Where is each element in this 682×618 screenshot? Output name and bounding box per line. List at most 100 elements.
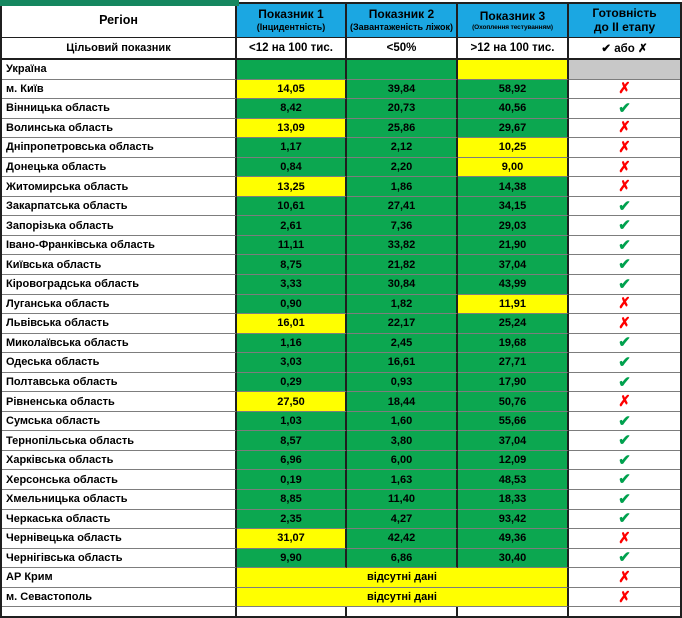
check-icon: ✔ (618, 451, 631, 469)
region-cell: Київська область (2, 255, 237, 276)
region-cell: АР Крим (2, 568, 237, 588)
value-cell: 3,33 (237, 275, 347, 295)
value-cell: 0,19 (237, 470, 347, 491)
column-header-indicator-1: Показник 1 (Інцидентність) (237, 4, 347, 38)
empty-filler-cell (237, 607, 347, 616)
value-cell: 13,09 (237, 118, 347, 139)
readiness-cell: ✔ (569, 470, 680, 491)
value-cell: 27,71 (458, 353, 569, 373)
readiness-cell: ✗ (569, 79, 680, 100)
value-cell: 11,91 (458, 294, 569, 315)
value-cell: 16,61 (347, 353, 458, 373)
value-cell: 1,03 (237, 411, 347, 432)
region-cell: Запорізька область (2, 216, 237, 236)
readiness-cell: ✔ (569, 411, 680, 432)
readiness-cell: ✗ (569, 392, 680, 412)
value-cell: 22,17 (347, 314, 458, 334)
value-cell: 40,56 (458, 99, 569, 119)
value-cell: 29,67 (458, 118, 569, 139)
region-cell: Волинська область (2, 118, 237, 139)
value-cell: 21,82 (347, 255, 458, 276)
region-cell: Вінницька область (2, 99, 237, 119)
region-cell: Тернопільська область (2, 431, 237, 451)
value-cell: 10,25 (458, 138, 569, 158)
check-icon: ✔ (618, 334, 631, 352)
value-cell: 2,20 (347, 157, 458, 178)
readiness-cell: ✗ (569, 177, 680, 197)
value-cell: 0,90 (237, 294, 347, 315)
cross-icon: ✗ (618, 529, 631, 547)
value-cell: 1,17 (237, 138, 347, 158)
region-cell: Херсонська область (2, 470, 237, 491)
value-cell: 27,41 (347, 196, 458, 217)
check-icon: ✔ (618, 275, 631, 293)
value-cell: 25,24 (458, 314, 569, 334)
value-cell: 50,76 (458, 392, 569, 412)
value-cell: 8,75 (237, 255, 347, 276)
value-cell: 31,07 (237, 529, 347, 549)
value-cell: 2,12 (347, 138, 458, 158)
value-cell: 21,90 (458, 235, 569, 256)
top-green-stripe (0, 0, 239, 6)
value-cell: 37,04 (458, 255, 569, 276)
region-cell: Луганська область (2, 294, 237, 315)
value-cell: 2,61 (237, 216, 347, 236)
cross-icon: ✗ (618, 295, 631, 313)
readiness-cell: ✔ (569, 450, 680, 471)
check-icon: ✔ (618, 510, 631, 528)
value-cell: 1,82 (347, 294, 458, 315)
check-icon: ✔ (618, 99, 631, 117)
value-cell: 11,11 (237, 235, 347, 256)
value-cell: 30,40 (458, 548, 569, 569)
region-cell: Донецька область (2, 157, 237, 178)
region-cell: Одеська область (2, 353, 237, 373)
empty-filler-cell (347, 607, 458, 616)
value-cell: 8,57 (237, 431, 347, 451)
readiness-title: Готовність (592, 5, 657, 20)
value-cell: 10,61 (237, 196, 347, 217)
value-cell: 1,16 (237, 333, 347, 354)
column-header-region: Регіон (2, 4, 237, 38)
value-cell: 58,92 (458, 79, 569, 100)
cross-icon: ✗ (618, 158, 631, 176)
region-cell: Сумська область (2, 411, 237, 432)
readiness-cell: ✔ (569, 275, 680, 295)
value-cell: 14,05 (237, 79, 347, 100)
value-cell: 8,42 (237, 99, 347, 119)
region-cell: Полтавська область (2, 372, 237, 393)
value-cell: 25,86 (347, 118, 458, 139)
check-icon: ✔ (618, 432, 631, 450)
value-cell: 13,25 (237, 177, 347, 197)
value-cell: 17,90 (458, 372, 569, 393)
value-cell: 48,53 (458, 470, 569, 491)
target-readiness: ✔ або ✗ (569, 38, 680, 60)
value-cell: 1,63 (347, 470, 458, 491)
cross-icon: ✗ (618, 138, 631, 156)
value-cell: 4,27 (347, 509, 458, 530)
readiness-cell: ✔ (569, 490, 680, 510)
readiness-cell: ✗ (569, 587, 680, 608)
value-cell: 11,40 (347, 490, 458, 510)
readiness-cell: ✔ (569, 509, 680, 530)
readiness-cell: ✔ (569, 216, 680, 236)
value-cell: 14,38 (458, 177, 569, 197)
cross-icon: ✗ (618, 80, 631, 98)
value-cell: 6,96 (237, 450, 347, 471)
value-cell: 2,35 (237, 509, 347, 530)
region-cell: Чернігівська область (2, 548, 237, 569)
region-cell: Житомирська область (2, 177, 237, 197)
readiness-cell: ✔ (569, 353, 680, 373)
value-cell (458, 60, 569, 80)
value-cell: 12,09 (458, 450, 569, 471)
value-cell: 55,66 (458, 411, 569, 432)
indicator3-title: Показник 3 (479, 8, 546, 23)
readiness-cell: ✗ (569, 157, 680, 178)
value-cell: 42,42 (347, 529, 458, 549)
value-cell: 1,86 (347, 177, 458, 197)
value-cell: 2,45 (347, 333, 458, 354)
check-icon: ✔ (618, 490, 631, 508)
indicator3-subtitle: (Охоплення тестуванням) (472, 23, 553, 31)
region-cell: Харківська область (2, 450, 237, 471)
cross-icon: ✗ (618, 588, 631, 606)
readiness-cell: ✔ (569, 372, 680, 393)
